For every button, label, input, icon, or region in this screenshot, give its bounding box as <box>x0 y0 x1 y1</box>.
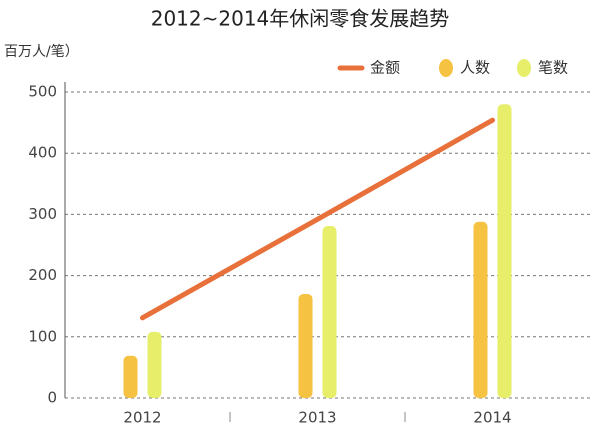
legend-swatch <box>517 59 531 77</box>
bar <box>147 331 162 398</box>
legend-label: 人数 <box>460 59 490 77</box>
bar <box>473 221 488 398</box>
x-tick-label: 2012 <box>123 409 161 427</box>
line <box>140 117 495 321</box>
y-tick-label: 300 <box>28 205 57 223</box>
legend-swatch <box>439 59 453 77</box>
y-tick-label: 100 <box>28 327 57 345</box>
bar <box>497 104 512 399</box>
bar <box>322 226 337 398</box>
legend-label: 笔数 <box>538 59 568 77</box>
y-tick-label: 500 <box>28 83 57 101</box>
y-tick-label: 0 <box>47 389 57 407</box>
legend-label: 金额 <box>370 59 400 77</box>
bar <box>123 355 138 398</box>
bar <box>298 293 313 398</box>
x-tick-label: 2014 <box>473 409 511 427</box>
x-tick-label: 2013 <box>298 409 336 427</box>
y-axis-label: 百万人/笔） <box>4 44 79 60</box>
y-tick-label: 200 <box>28 266 57 284</box>
chart-title: 2012~2014年休闲零食发展趋势 <box>151 7 450 31</box>
y-tick-label: 400 <box>28 144 57 162</box>
